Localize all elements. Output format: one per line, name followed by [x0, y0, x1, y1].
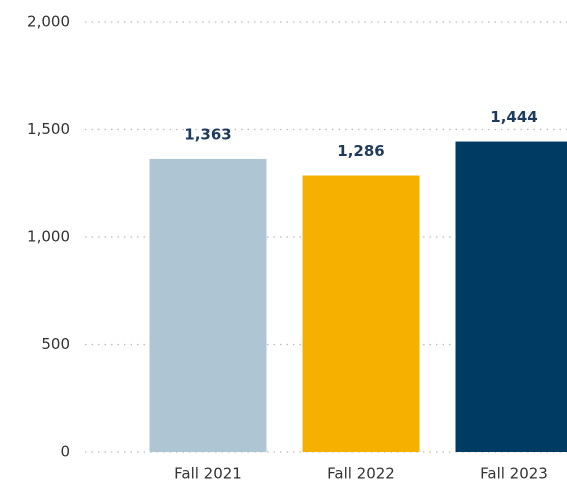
value-label: 1,363: [184, 125, 231, 143]
x-tick-label: Fall 2021: [174, 465, 242, 483]
value-label: 1,444: [490, 108, 537, 126]
x-tick-label: Fall 2023: [480, 465, 548, 483]
y-tick-label: 500: [41, 335, 70, 353]
y-tick-label: 1,500: [27, 120, 70, 138]
bar: [302, 175, 420, 452]
x-tick-label: Fall 2022: [327, 465, 395, 483]
bar: [455, 141, 567, 453]
bar: [149, 158, 267, 452]
y-tick-label: 1,000: [27, 228, 70, 246]
value-label: 1,286: [337, 142, 384, 160]
y-tick-label: 0: [60, 443, 70, 461]
y-tick-label: 2,000: [27, 13, 70, 31]
